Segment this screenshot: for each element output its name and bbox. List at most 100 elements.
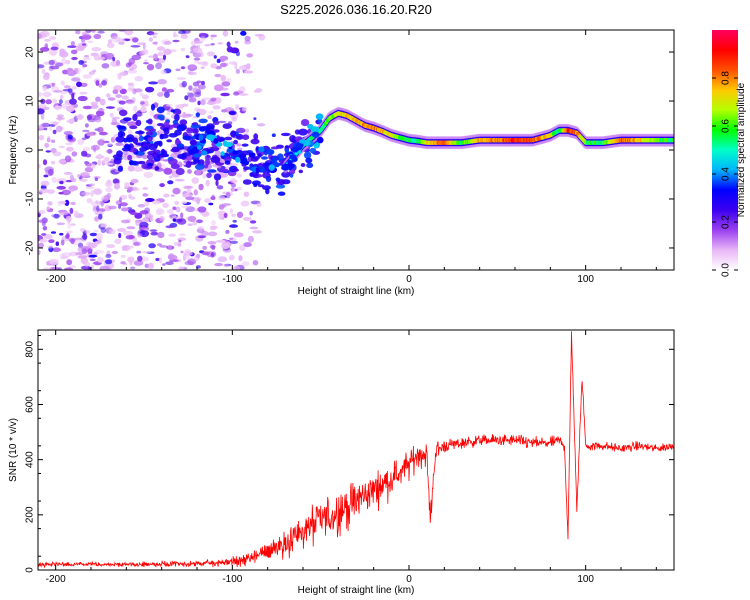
spectrogram-noise-blob bbox=[239, 93, 249, 96]
spectrogram-transition-blob bbox=[295, 142, 304, 149]
spectrogram-noise-blob bbox=[70, 189, 74, 193]
spectrogram-noise-blob bbox=[82, 105, 93, 110]
spectrogram-noise-blob bbox=[121, 207, 129, 212]
spectrogram-noise-blob bbox=[87, 248, 93, 254]
spectrogram-noise-blob bbox=[158, 257, 163, 264]
spectrogram-noise-blob bbox=[50, 231, 57, 234]
spectrogram-noise-blob bbox=[38, 108, 45, 115]
spectrogram-transition-blob bbox=[248, 152, 256, 158]
spectrogram-cluster-blob bbox=[298, 169, 303, 174]
spectrogram-transition-blob bbox=[243, 160, 249, 166]
spectrogram-noise-blob bbox=[182, 111, 187, 118]
spectrogram-noise-blob bbox=[59, 51, 69, 58]
spectrogram-cluster-blob bbox=[186, 128, 194, 134]
spectrogram-noise-blob bbox=[81, 191, 91, 196]
spectrogram-noise-blob bbox=[200, 35, 206, 42]
spectrogram-cluster-blob bbox=[115, 136, 125, 143]
spectrogram-noise-blob bbox=[148, 55, 155, 58]
spectrogram-noise-blob bbox=[140, 106, 147, 113]
spectrogram-noise-blob bbox=[234, 40, 239, 44]
spectrogram-noise-blob bbox=[100, 159, 111, 165]
spectrogram-noise-blob bbox=[61, 58, 67, 65]
spectrogram-noise-blob bbox=[148, 81, 159, 85]
spectrogram-noise-blob bbox=[220, 92, 230, 97]
spectrogram-noise-blob bbox=[209, 244, 216, 249]
spectrogram-noise-blob bbox=[180, 250, 184, 254]
spectrogram-noise-blob bbox=[77, 174, 81, 178]
spectrogram-noise-blob bbox=[162, 54, 167, 61]
spectrogram-noise-blob bbox=[189, 95, 197, 101]
spectrogram-noise-blob bbox=[210, 34, 217, 38]
spectrogram-cluster-blob bbox=[224, 136, 233, 141]
spectrogram-noise-blob bbox=[235, 104, 240, 110]
spectrogram-noise-blob bbox=[54, 62, 64, 67]
spectrogram-noise-blob bbox=[77, 246, 83, 252]
spectrogram-noise-blob bbox=[187, 64, 197, 69]
spectrogram-noise-blob bbox=[131, 54, 142, 61]
spectrogram-noise-blob bbox=[193, 40, 203, 44]
spectrogram-noise-blob bbox=[153, 53, 158, 60]
spectrogram-noise-blob bbox=[148, 32, 159, 36]
spectrogram-noise-blob bbox=[246, 53, 254, 58]
spectrogram-noise-blob bbox=[40, 180, 50, 187]
spectrogram-cluster-blob bbox=[177, 153, 187, 159]
spectrogram-noise-blob bbox=[143, 171, 154, 179]
spectrogram-noise-blob bbox=[106, 244, 116, 249]
spectrogram-x-tick-label: 0 bbox=[406, 274, 412, 285]
colorbar-tick-label: 0.4 bbox=[721, 167, 732, 181]
spectrogram-noise-blob bbox=[44, 142, 50, 148]
spectrogram-noise-blob bbox=[186, 188, 192, 194]
spectrogram-cluster-blob bbox=[222, 123, 232, 129]
spectrogram-noise-blob bbox=[118, 232, 122, 239]
spectrogram-noise-blob bbox=[243, 70, 254, 74]
spectrogram-noise-blob bbox=[45, 99, 52, 105]
spectrogram-transition-blob bbox=[316, 136, 324, 144]
spectrogram-noise-blob bbox=[199, 51, 204, 58]
spectrogram-noise-blob bbox=[88, 183, 95, 187]
spectrogram-cluster-blob bbox=[190, 139, 197, 146]
spectrogram-noise-blob bbox=[38, 209, 46, 215]
spectrogram-cluster-blob bbox=[207, 169, 217, 173]
spectrogram-noise-blob bbox=[108, 228, 116, 235]
spectrogram-noise-blob bbox=[127, 62, 133, 66]
spectrogram-noise-blob bbox=[59, 180, 64, 185]
spectrogram-noise-blob bbox=[168, 253, 175, 261]
spectrogram-noise-blob bbox=[137, 204, 146, 208]
spectrogram-noise-blob bbox=[128, 67, 134, 71]
spectrogram-cluster-blob bbox=[175, 167, 185, 176]
spectrogram-noise-blob bbox=[113, 183, 121, 190]
spectrogram-noise-blob bbox=[67, 134, 73, 140]
spectrogram-noise-blob bbox=[228, 254, 235, 261]
spectrogram-cluster-blob bbox=[168, 133, 178, 138]
spectrogram-cluster-blob bbox=[147, 162, 154, 167]
spectrogram-noise-blob bbox=[134, 76, 143, 82]
spectrogram-noise-blob bbox=[148, 37, 153, 42]
spectrogram-noise-blob bbox=[39, 47, 50, 52]
spectrogram-noise-blob bbox=[172, 206, 177, 211]
spectrogram-noise-blob bbox=[148, 243, 156, 249]
spectrogram-noise-blob bbox=[100, 223, 108, 228]
spectrogram-noise-blob bbox=[192, 221, 198, 226]
spectrogram-transition-blob bbox=[197, 145, 202, 150]
spectrogram-noise-blob bbox=[58, 145, 65, 149]
spectrogram-noise-blob bbox=[106, 192, 111, 199]
spectrogram-noise-blob bbox=[207, 231, 218, 237]
spectrogram-transition-blob bbox=[258, 146, 265, 153]
spectrogram-noise-blob bbox=[220, 62, 227, 68]
spectrogram-noise-blob bbox=[101, 63, 110, 69]
spectrogram-noise-blob bbox=[77, 95, 88, 102]
spectrogram-noise-blob bbox=[51, 139, 56, 143]
spectrogram-noise-blob bbox=[164, 91, 170, 98]
spectrogram-noise-blob bbox=[243, 242, 252, 248]
spectrogram-noise-blob bbox=[122, 230, 133, 236]
spectrogram-noise-blob bbox=[136, 250, 142, 254]
spectrogram-noise-blob bbox=[47, 201, 53, 206]
spectrogram-noise-blob bbox=[187, 71, 197, 76]
spectrogram-noise-blob bbox=[221, 81, 231, 87]
spectrogram-noise-blob bbox=[175, 104, 185, 109]
spectrogram-noise-blob bbox=[222, 30, 229, 37]
spectrogram-noise-blob bbox=[54, 105, 63, 110]
spectrogram-noise-blob bbox=[42, 159, 48, 166]
spectrogram-noise-blob bbox=[202, 245, 208, 250]
